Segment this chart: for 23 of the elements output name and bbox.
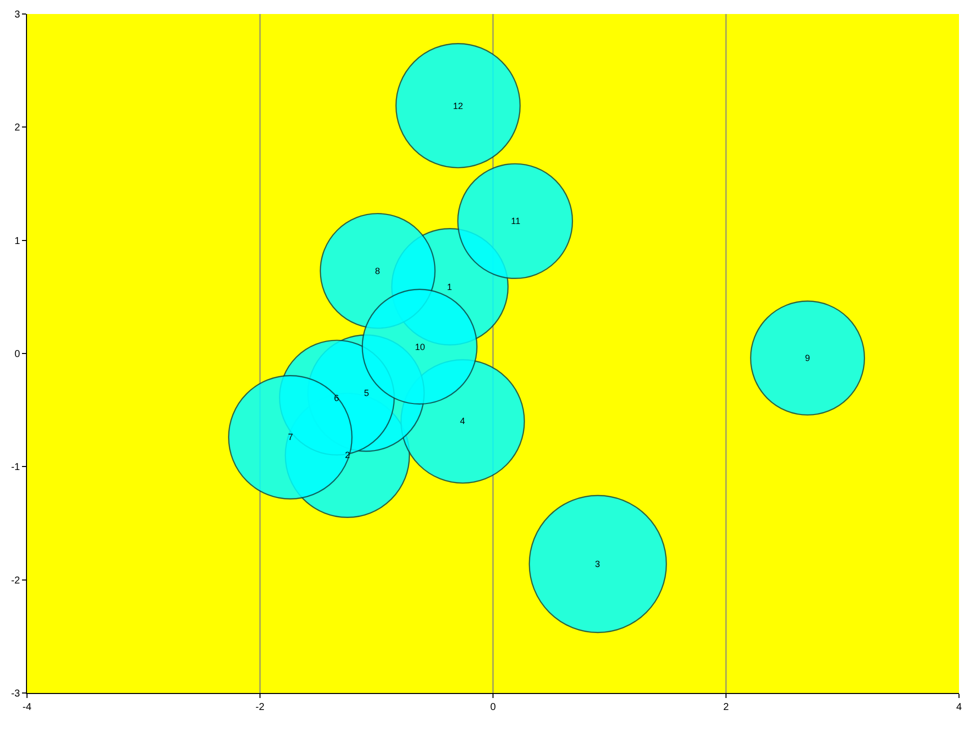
y-tick-label: -2 bbox=[11, 575, 20, 586]
annotation: 11 bbox=[511, 216, 520, 226]
annotation: 5 bbox=[364, 388, 370, 398]
annotation: 7 bbox=[288, 432, 294, 442]
annotation: 12 bbox=[453, 101, 464, 111]
x-tick-label: 4 bbox=[956, 702, 962, 713]
y-tick-label: -3 bbox=[11, 688, 20, 700]
annotation: 1 bbox=[447, 282, 452, 292]
annotation: 10 bbox=[415, 342, 426, 352]
y-tick-label: 1 bbox=[14, 236, 20, 247]
annotation: 9 bbox=[805, 353, 810, 363]
y-tick-label: -1 bbox=[11, 462, 20, 474]
annotation: 8 bbox=[375, 266, 380, 276]
y-tick-label: 2 bbox=[14, 122, 20, 134]
x-tick-label: -4 bbox=[22, 702, 32, 713]
annotation: 3 bbox=[595, 559, 600, 569]
x-tick-label: -2 bbox=[256, 702, 265, 713]
x-tick-label: 0 bbox=[490, 702, 496, 713]
annotation: 4 bbox=[460, 416, 466, 426]
x-tick-label: 2 bbox=[723, 702, 730, 713]
y-tick-label: 3 bbox=[14, 10, 20, 20]
annotation: 2 bbox=[345, 450, 350, 460]
y-tick-label: 0 bbox=[14, 349, 20, 360]
